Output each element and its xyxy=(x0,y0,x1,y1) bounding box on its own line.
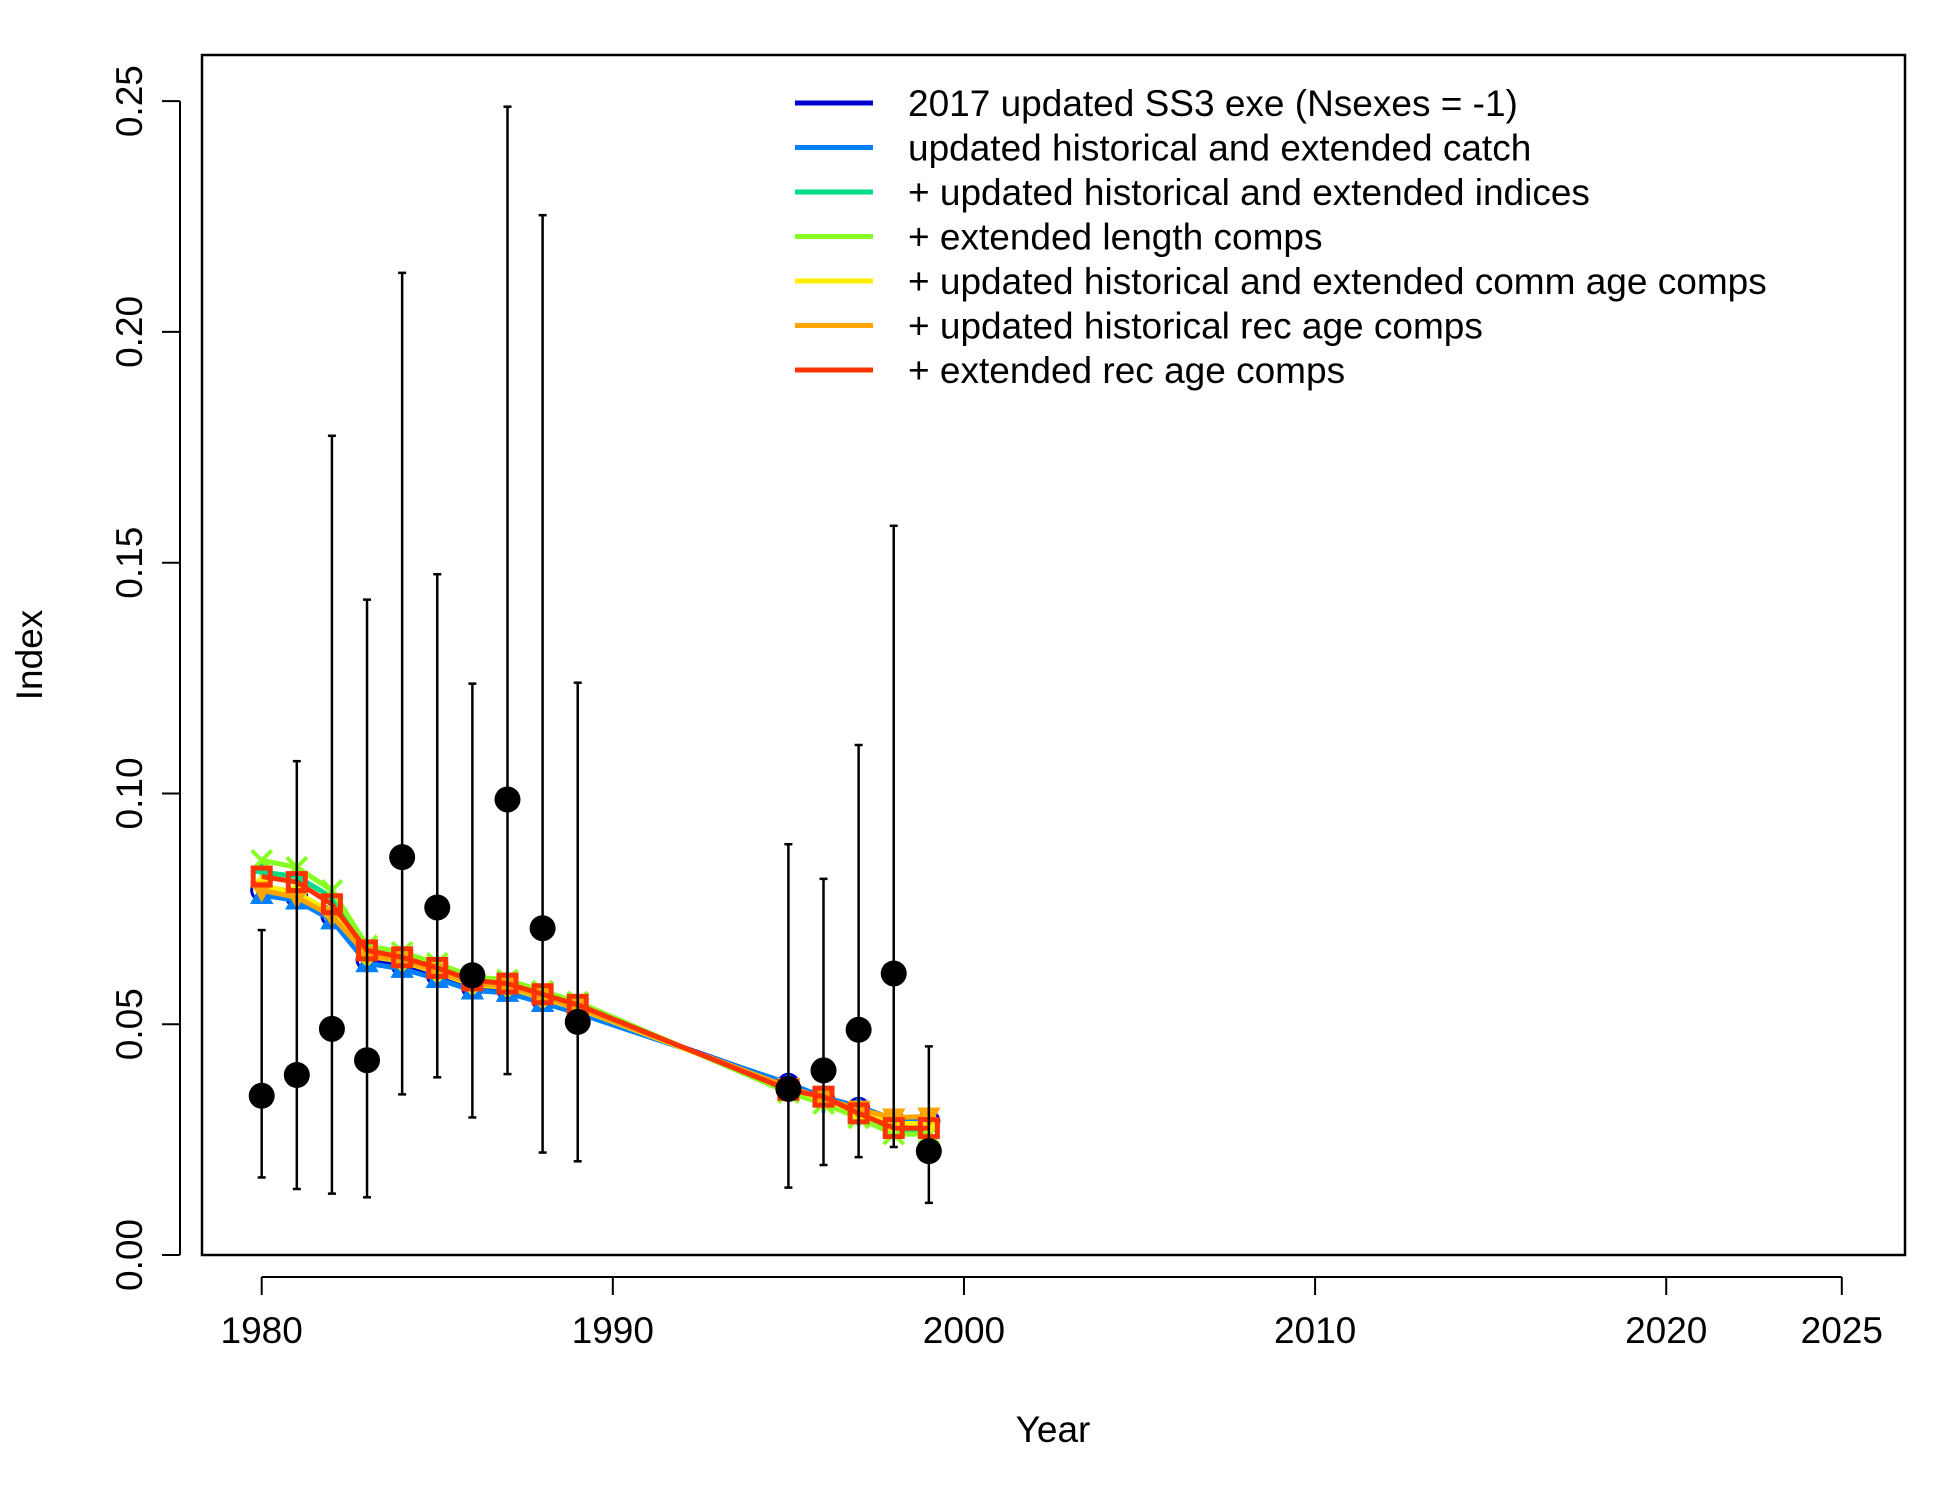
y-tick-label: 0.15 xyxy=(109,527,150,599)
legend-label: 2017 updated SS3 exe (Nsexes = -1) xyxy=(908,83,1518,124)
y-axis-title: Index xyxy=(9,609,50,700)
x-tick-label: 2000 xyxy=(923,1310,1005,1351)
legend-label: + updated historical and extended comm a… xyxy=(908,261,1767,302)
observed-point xyxy=(775,1075,802,1102)
observed-point xyxy=(880,960,907,987)
observed-point xyxy=(354,1047,381,1074)
series-line xyxy=(261,874,579,1008)
series-2 xyxy=(249,882,941,1129)
legend-label: + extended rec age comps xyxy=(908,350,1345,391)
y-tick-label: 0.25 xyxy=(109,65,150,137)
observed-point xyxy=(248,1082,275,1109)
series-line xyxy=(261,857,579,1005)
x-tick-label: 2010 xyxy=(1274,1310,1356,1351)
y-axis: 0.00 0.05 0.10 0.15 0.20 0.25 xyxy=(109,65,181,1291)
series-1 xyxy=(250,878,941,1133)
observed-point xyxy=(459,962,486,989)
y-tick-label: 0.20 xyxy=(109,296,150,368)
y-tick-label: 0.00 xyxy=(109,1219,150,1291)
legend-label: + extended length comps xyxy=(908,217,1322,258)
x-axis: 1980 1990 2000 2010 2020 2025 xyxy=(221,1276,1883,1351)
y-tick-label: 0.10 xyxy=(109,757,150,829)
series-6 xyxy=(249,881,941,1130)
observed-point xyxy=(283,1062,310,1088)
plot-box xyxy=(200,53,1907,1257)
y-tick-label: 0.05 xyxy=(109,988,150,1060)
observed-point xyxy=(564,1008,591,1035)
observed-point xyxy=(494,786,521,813)
legend-label: updated historical and extended catch xyxy=(908,128,1531,169)
series-line xyxy=(576,1002,929,1131)
legend-label: + updated historical rec age comps xyxy=(908,306,1483,347)
observed-point xyxy=(845,1016,872,1043)
series-line xyxy=(261,887,579,1011)
x-tick-label: 1980 xyxy=(221,1310,303,1351)
observed-point xyxy=(529,915,556,942)
observed-point xyxy=(389,844,416,871)
observed-point xyxy=(318,1015,345,1042)
observed-layer xyxy=(248,105,942,1205)
observed-point xyxy=(810,1057,837,1084)
series-line xyxy=(261,892,579,1016)
series-layer xyxy=(249,848,941,1146)
observed-point xyxy=(424,894,451,921)
legend-label: + updated historical and extended indice… xyxy=(908,172,1590,213)
x-tick-label: 2025 xyxy=(1801,1310,1883,1351)
x-axis-title: Year xyxy=(1016,1409,1091,1450)
series-5 xyxy=(250,874,941,1135)
series-point xyxy=(250,865,273,888)
x-tick-label: 1990 xyxy=(572,1310,654,1351)
legend: 2017 updated SS3 exe (Nsexes = -1)update… xyxy=(795,83,1767,391)
observed-point xyxy=(915,1138,942,1165)
x-tick-label: 2020 xyxy=(1625,1310,1707,1351)
